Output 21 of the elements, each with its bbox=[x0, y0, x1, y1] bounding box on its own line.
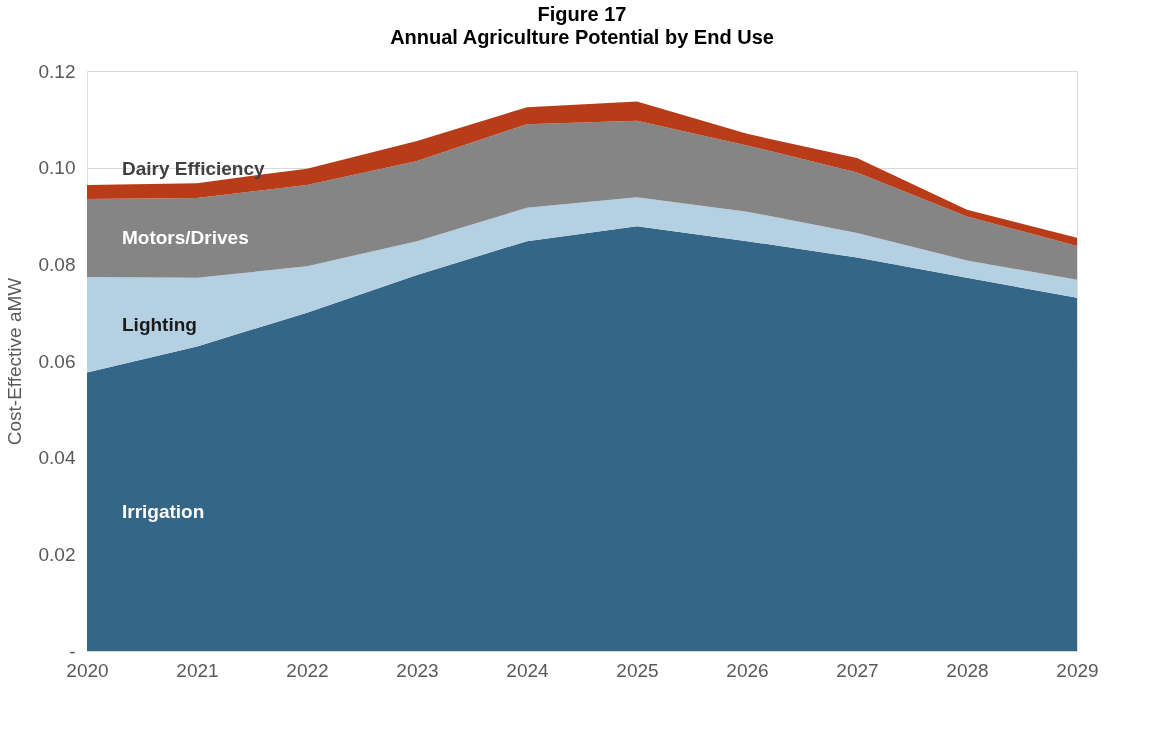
chart-title: Figure 17 bbox=[537, 3, 627, 25]
x-tick-label: 2020 bbox=[66, 659, 109, 681]
x-tick-label: 2024 bbox=[506, 659, 550, 681]
y-tick-label: 0.08 bbox=[38, 253, 76, 275]
y-tick-label: 0.10 bbox=[38, 157, 76, 179]
x-tick-label: 2025 bbox=[616, 659, 659, 681]
x-tick-label: 2029 bbox=[1056, 659, 1099, 681]
y-tick-label: 0.02 bbox=[38, 543, 76, 565]
y-tick-label: 0.12 bbox=[38, 60, 76, 82]
y-tick-label: 0.04 bbox=[38, 447, 76, 469]
x-tick-label: 2023 bbox=[396, 659, 439, 681]
y-axis-title: Cost-Effective aMW bbox=[3, 277, 25, 446]
x-tick-label: 2026 bbox=[726, 659, 769, 681]
y-tick-label: 0.06 bbox=[38, 350, 76, 372]
x-tick-label: 2022 bbox=[286, 659, 329, 681]
x-tick-label: 2028 bbox=[946, 659, 989, 681]
chart-subtitle: Annual Agriculture Potential by End Use bbox=[390, 26, 774, 48]
x-tick-label: 2021 bbox=[176, 659, 219, 681]
x-tick-label: 2027 bbox=[836, 659, 879, 681]
y-tick-label: - bbox=[69, 640, 76, 662]
series-label: Dairy Efficiency bbox=[122, 158, 265, 180]
